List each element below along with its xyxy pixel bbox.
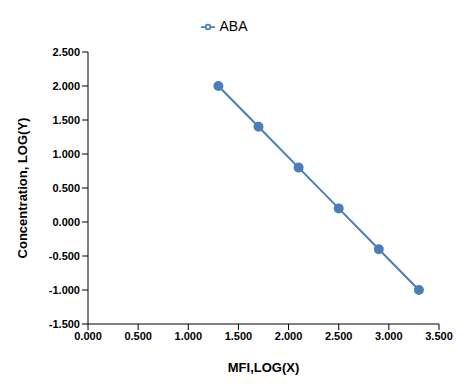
svg-text:0.500: 0.500 (124, 330, 152, 342)
svg-text:3.000: 3.000 (375, 330, 403, 342)
svg-text:Concentration, LOG(Y): Concentration, LOG(Y) (15, 118, 30, 259)
svg-text:2.000: 2.000 (52, 80, 80, 92)
svg-text:2.500: 2.500 (52, 46, 80, 58)
svg-text:1.500: 1.500 (52, 114, 80, 126)
svg-text:MFI,LOG(X): MFI,LOG(X) (228, 360, 300, 375)
svg-text:-1.500: -1.500 (49, 318, 80, 330)
svg-text:1.500: 1.500 (225, 330, 253, 342)
svg-text:3.500: 3.500 (425, 330, 453, 342)
svg-text:2.000: 2.000 (275, 330, 303, 342)
svg-text:2.500: 2.500 (325, 330, 353, 342)
svg-text:-0.500: -0.500 (49, 250, 80, 262)
html-text:ABA: ABA (219, 18, 248, 34)
svg-text:0.500: 0.500 (52, 182, 80, 194)
svg-text:0.000: 0.000 (52, 216, 80, 228)
svg-text:-1.000: -1.000 (49, 284, 80, 296)
svg-text:1.000: 1.000 (175, 330, 203, 342)
svg-text:0.000: 0.000 (74, 330, 102, 342)
svg-text:1.000: 1.000 (52, 148, 80, 160)
